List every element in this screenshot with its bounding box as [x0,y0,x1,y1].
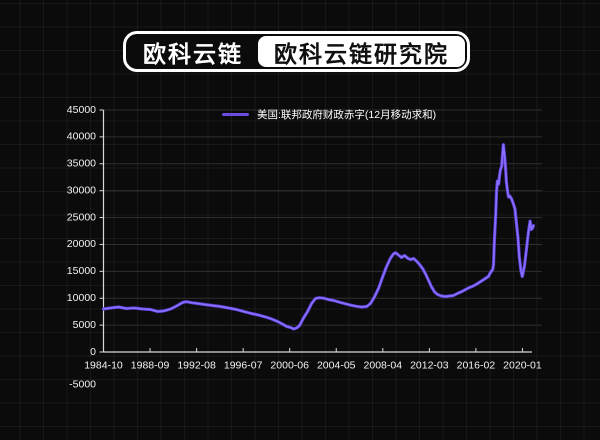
x-tick-label: 2000-06 [270,359,309,371]
legend-label: 美国:联邦政府财政赤字(12月移动求和) [257,109,437,121]
y-tick-label: 25000 [67,211,96,223]
x-tick-label: 2020-01 [503,359,542,371]
x-tick-label: 1996-07 [224,359,263,371]
y-tick-label: 30000 [67,184,96,196]
x-tick-label: 2004-05 [317,359,356,371]
x-tick-label: 1988-09 [131,359,170,371]
chart-legend: 美国:联邦政府财政赤字(12月移动求和) [222,107,436,122]
y-tick-label: 35000 [67,158,96,170]
y-tick-label: 0 [90,346,96,358]
brand-badge-right: 欧科云链研究院 [258,36,465,67]
y-tick-label: 15000 [67,265,96,277]
y-tick-label: 5000 [73,319,97,331]
deficit-line-glow [101,143,536,331]
y-tick-label: 40000 [67,131,96,143]
y-tick-label: 10000 [67,292,96,304]
brand-badge-left: 欧科云链 [128,36,258,67]
brand-badge: 欧科云链 欧科云链研究院 [123,31,470,72]
x-tick-label: 1984-10 [84,359,123,371]
x-tick-label: 2016-02 [457,359,496,371]
legend-line-swatch [222,113,249,116]
x-tick-label: 1992-08 [177,359,216,371]
x-tick-label: 2008-04 [364,359,403,371]
y-tick-label: -5000 [69,379,96,391]
x-tick-label: 2012-03 [410,359,449,371]
deficit-line [102,143,535,330]
y-tick-label: 20000 [67,238,96,250]
y-tick-label: 45000 [67,104,96,116]
